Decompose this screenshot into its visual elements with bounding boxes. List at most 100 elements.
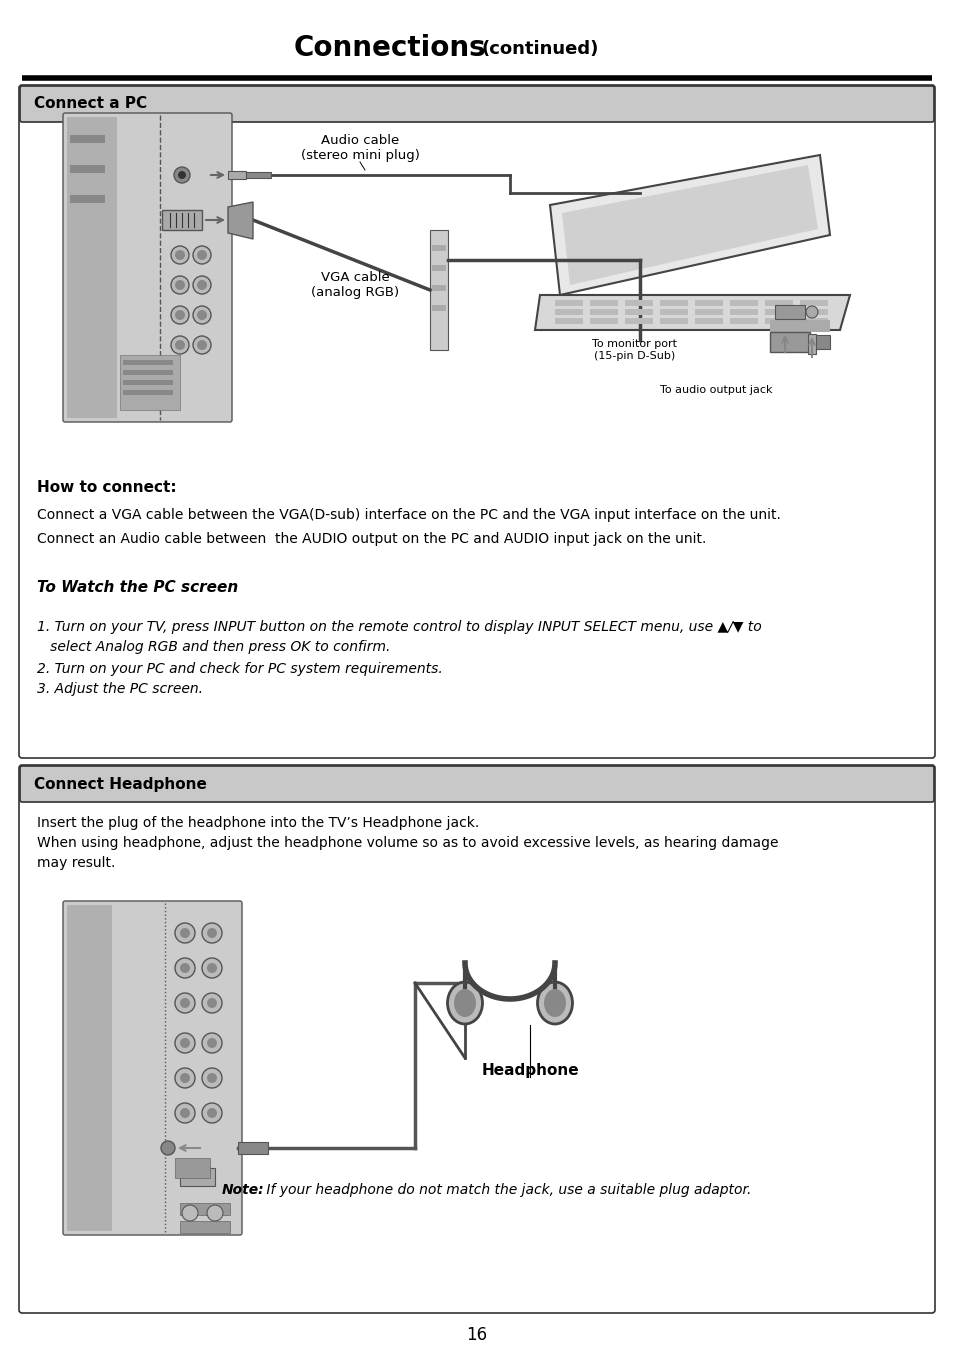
Text: To Watch the PC screen: To Watch the PC screen [37,580,238,595]
Circle shape [202,1068,222,1088]
Circle shape [207,1206,223,1220]
Bar [180,1220,230,1233]
FancyBboxPatch shape [63,900,242,1235]
Bar [432,305,446,310]
Bar [695,309,722,315]
Bar [624,309,652,315]
Text: Connect a PC: Connect a PC [34,96,147,112]
Circle shape [182,1206,198,1220]
Bar [123,379,172,385]
Bar [729,309,758,315]
Circle shape [180,1108,190,1118]
Circle shape [180,1073,190,1083]
Bar [180,1168,214,1187]
Text: (continued): (continued) [481,40,598,58]
Ellipse shape [537,981,572,1025]
Bar [162,211,202,230]
Circle shape [193,246,211,265]
Circle shape [196,250,207,261]
Text: Audio cable
(stereo mini plug): Audio cable (stereo mini plug) [300,134,419,162]
Bar [659,319,687,324]
Text: To audio output jack: To audio output jack [659,385,772,396]
Polygon shape [535,296,849,329]
FancyBboxPatch shape [20,86,933,122]
Bar [430,230,448,350]
Text: Insert the plug of the headphone into the TV’s Headphone jack.: Insert the plug of the headphone into th… [37,815,478,830]
Circle shape [171,306,189,324]
Bar [764,300,792,306]
Bar [555,309,582,315]
Bar [589,319,618,324]
Circle shape [202,923,222,944]
Circle shape [207,998,216,1008]
Bar [67,904,112,1231]
Circle shape [180,963,190,973]
Bar [800,319,827,324]
FancyBboxPatch shape [20,765,933,802]
Circle shape [207,963,216,973]
Bar [228,171,246,180]
Bar [589,309,618,315]
Bar [659,309,687,315]
Circle shape [207,1038,216,1048]
Circle shape [173,167,190,184]
Circle shape [174,1103,194,1123]
Circle shape [174,310,185,320]
Ellipse shape [454,990,476,1017]
Text: Connect a VGA cable between the VGA(D-sub) interface on the PC and the VGA input: Connect a VGA cable between the VGA(D-su… [37,508,781,522]
FancyBboxPatch shape [19,85,934,757]
Text: Connections: Connections [294,34,486,62]
Text: How to connect:: How to connect: [37,481,176,495]
Bar [769,320,829,332]
Bar [774,305,804,319]
Circle shape [805,306,817,319]
Circle shape [202,994,222,1012]
Circle shape [207,1108,216,1118]
Bar [764,319,792,324]
Bar [123,370,172,375]
Circle shape [180,927,190,938]
Bar [800,309,827,315]
Circle shape [174,1033,194,1053]
Text: To monitor port
(15-pin D-Sub): To monitor port (15-pin D-Sub) [592,339,677,360]
FancyBboxPatch shape [63,113,232,423]
Circle shape [180,998,190,1008]
Text: When using headphone, adjust the headphone volume so as to avoid excessive level: When using headphone, adjust the headpho… [37,836,778,850]
Bar [120,355,180,410]
Circle shape [196,279,207,290]
Bar [589,300,618,306]
Circle shape [193,275,211,294]
Bar [800,300,827,306]
Circle shape [193,306,211,324]
Circle shape [193,336,211,354]
Text: 1. Turn on your TV, press INPUT button on the remote control to display INPUT SE: 1. Turn on your TV, press INPUT button o… [37,620,760,634]
Bar [123,390,172,396]
Circle shape [174,923,194,944]
Text: Headphone: Headphone [480,1062,578,1079]
Bar [123,360,172,365]
Circle shape [207,1073,216,1083]
Circle shape [174,1068,194,1088]
Text: may result.: may result. [37,856,115,869]
Ellipse shape [447,981,482,1025]
Text: If your headphone do not match the jack, use a suitable plug adaptor.: If your headphone do not match the jack,… [262,1183,751,1197]
Circle shape [171,275,189,294]
FancyBboxPatch shape [19,765,934,1314]
Polygon shape [228,202,253,239]
Circle shape [174,279,185,290]
Circle shape [174,958,194,977]
Bar [809,335,829,350]
Bar [174,1158,210,1179]
Circle shape [196,340,207,350]
Circle shape [161,1141,174,1156]
Circle shape [171,336,189,354]
Text: 16: 16 [466,1326,487,1345]
Bar [695,300,722,306]
Circle shape [174,994,194,1012]
Bar [237,1142,268,1154]
Circle shape [202,1103,222,1123]
Text: Note:: Note: [222,1183,264,1197]
Circle shape [171,246,189,265]
Circle shape [202,958,222,977]
Bar [624,300,652,306]
